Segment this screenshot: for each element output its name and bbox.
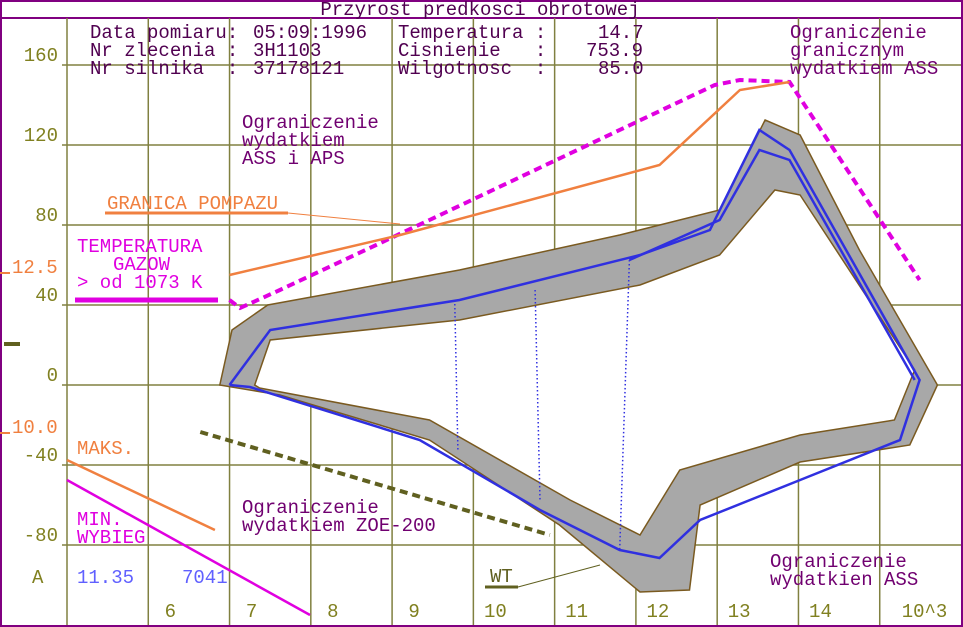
x-tick-label: 9 — [408, 601, 419, 623]
annotation: wydatkiem ASS — [790, 58, 938, 80]
annotation: Ograniczenie — [770, 551, 907, 573]
annotation: TEMPERATURA — [77, 236, 203, 258]
y-tick-label: -40 — [24, 445, 58, 467]
annotation: wydatkien ASS — [770, 569, 918, 591]
annotation: Ograniczenie — [790, 22, 927, 44]
y2-tick-label: 10.0 — [12, 417, 58, 439]
header-value: 3H1103 — [253, 40, 321, 62]
annotation: GRANICA POMPAZU — [107, 193, 278, 215]
annotation: wydatkiem ZOE-200 — [242, 515, 436, 537]
header-label: Cisnienie : — [398, 40, 546, 62]
texts: 6 7 8 9 10 11 12 13 14 10^3 -80 -40 0 40 80 120 160 10.0 1… — [12, 22, 947, 623]
x-tick-label: 7 — [246, 601, 257, 623]
header-label: Nr silnika : — [90, 58, 238, 80]
annotation: ASS i APS — [242, 148, 345, 170]
series-line — [229, 80, 790, 277]
y-tick-label: 120 — [24, 125, 58, 147]
header-label: Nr zlecenia : — [90, 40, 238, 62]
series-line — [66, 478, 311, 617]
series-line — [618, 259, 631, 551]
y-tick-label: 40 — [35, 285, 58, 307]
series — [66, 77, 939, 617]
decorations — [4, 211, 601, 589]
annotation: GAZOW — [113, 254, 171, 276]
annotation: WT — [490, 566, 513, 588]
annotation: WYBIEG — [77, 527, 145, 549]
annotation: > od 1073 K — [77, 272, 203, 294]
header-label: Temperatura : — [398, 22, 546, 44]
series-line — [228, 77, 922, 311]
pointer-line — [287, 212, 401, 225]
annotation: MAKS. — [77, 438, 134, 460]
x-tick-label: 13 — [728, 601, 751, 623]
series-line — [628, 148, 916, 381]
x-tick-label: 14 — [809, 601, 832, 623]
header-label: Data pomiaru: — [90, 22, 238, 44]
header-value: 05:09:1996 — [253, 22, 367, 44]
y2-tick-label: 12.5 — [12, 257, 58, 279]
header-label: Wilgotnosc : — [398, 58, 546, 80]
annotation: 11.35 — [77, 567, 134, 589]
x-tick-label: 11 — [565, 601, 588, 623]
series-line — [534, 289, 541, 501]
header-value: 85.0 — [598, 58, 644, 80]
series-line — [453, 299, 459, 451]
x-tick-label: 12 — [647, 601, 670, 623]
series-line — [228, 128, 921, 560]
annotation: Ograniczenie — [242, 112, 379, 134]
x-tick-label: 10^3 — [902, 601, 948, 623]
annotation: A — [32, 567, 44, 589]
x-tick-label: 8 — [327, 601, 338, 623]
annotation: wydatkiem — [242, 130, 345, 152]
band — [253, 189, 916, 536]
x-tick-label: 10 — [484, 601, 507, 623]
chart-title: Przyrost predkosci obrotowej — [320, 0, 639, 21]
y-tick-label: 80 — [35, 205, 58, 227]
y-tick-label: 0 — [47, 365, 58, 387]
header-value: 753.9 — [586, 40, 643, 62]
annotation: Ograniczenie — [242, 497, 379, 519]
annotation: granicznym — [790, 40, 904, 62]
x-tick-label: 6 — [165, 601, 176, 623]
header-value: 37178121 — [253, 58, 344, 80]
series-line — [199, 430, 551, 537]
annotation: MIN. — [77, 509, 123, 531]
series-line — [66, 458, 216, 532]
y-tick-label: 160 — [24, 45, 58, 67]
y-tick-label: -80 — [24, 525, 58, 547]
annotation: 7041 — [182, 567, 228, 589]
header-value: 14.7 — [598, 22, 644, 44]
pointer-line — [517, 564, 601, 588]
